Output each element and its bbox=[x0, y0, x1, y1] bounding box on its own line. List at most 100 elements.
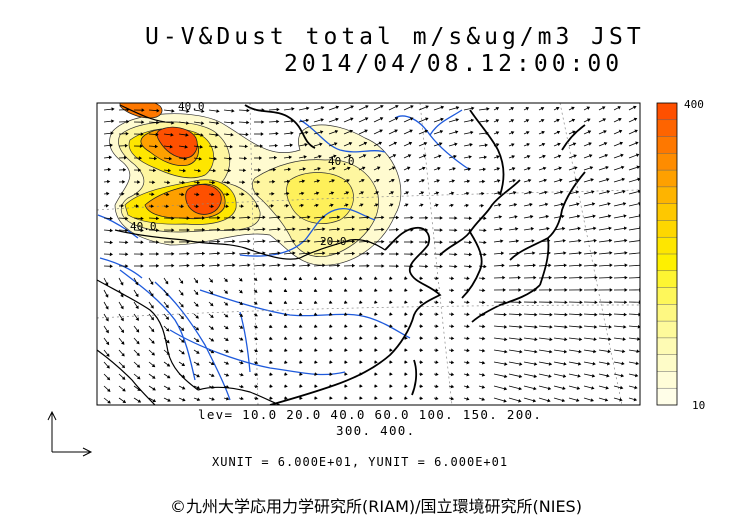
wind-vector-head bbox=[620, 373, 625, 378]
wind-vector-head bbox=[563, 362, 567, 366]
wind-vector-head bbox=[106, 376, 111, 381]
wind-vector-head bbox=[519, 337, 523, 342]
wind-vector-head bbox=[576, 214, 581, 219]
wind-vector-head bbox=[126, 107, 130, 112]
wind-vector-head bbox=[389, 300, 393, 304]
wind-vector-head bbox=[555, 106, 560, 111]
wind-vector-head bbox=[424, 129, 429, 134]
wind-vector-head bbox=[348, 142, 353, 146]
wind-vector-head bbox=[247, 215, 251, 220]
wind-vector-head bbox=[620, 153, 624, 158]
wind-vector-head bbox=[483, 228, 487, 233]
wind-vector-head bbox=[269, 360, 273, 364]
wind-vector-head bbox=[423, 142, 428, 146]
wind-vector-head bbox=[185, 133, 189, 137]
wind-vector-head bbox=[578, 238, 582, 243]
wind-vector-head bbox=[558, 166, 562, 171]
wind-vector-head bbox=[299, 348, 303, 353]
wind-vector-head bbox=[298, 276, 303, 280]
wind-vector-head bbox=[466, 276, 470, 281]
wind-vector-head bbox=[329, 312, 333, 316]
wind-vector-head bbox=[241, 192, 245, 196]
wind-vector-head bbox=[481, 348, 486, 353]
wind-vector-head bbox=[135, 329, 140, 333]
wind-vector-head bbox=[439, 264, 443, 269]
wind-vector-head bbox=[239, 313, 244, 317]
wind-vector-head bbox=[268, 288, 273, 293]
wind-vector-head bbox=[239, 301, 243, 306]
axis-arrows-icon bbox=[47, 410, 93, 457]
wind-vector-head bbox=[482, 167, 487, 172]
wind-vector-head bbox=[586, 106, 591, 110]
wind-vector-head bbox=[299, 360, 303, 364]
wind-vector-head bbox=[122, 179, 126, 184]
wind-vector-head bbox=[511, 155, 516, 159]
wind-vector-head bbox=[137, 387, 141, 391]
wind-vector-head bbox=[120, 293, 124, 298]
wind-vector-head bbox=[451, 324, 455, 329]
wind-vector-head bbox=[167, 180, 171, 185]
wind-vector-head bbox=[105, 305, 109, 310]
wind-vector-head bbox=[347, 166, 351, 171]
wind-vector-head bbox=[404, 324, 408, 328]
wind-vector-head bbox=[518, 399, 522, 403]
wind-vector-head bbox=[450, 288, 455, 293]
wind-vector-head bbox=[419, 324, 424, 328]
wind-vector-head bbox=[564, 325, 568, 329]
wind-vector-head bbox=[534, 312, 538, 317]
wind-vector-head bbox=[164, 280, 169, 285]
wind-vector-head bbox=[136, 340, 140, 345]
wind-vector-head bbox=[390, 191, 394, 195]
wind-vector-head bbox=[262, 227, 266, 232]
wind-vector-head bbox=[344, 324, 348, 328]
wind-vector-head bbox=[608, 226, 612, 231]
wind-vector-head bbox=[122, 388, 126, 392]
wind-vector-head bbox=[329, 360, 333, 364]
wind-vector-head bbox=[374, 312, 378, 316]
wind-vector-head bbox=[410, 252, 414, 257]
wind-vector-head bbox=[410, 105, 414, 109]
wind-vector-head bbox=[313, 276, 318, 280]
colorbar bbox=[656, 102, 678, 406]
wind-vector-head bbox=[622, 337, 626, 341]
wind-vector-head bbox=[425, 252, 429, 257]
wind-vector-head bbox=[199, 145, 203, 149]
wind-vector-head bbox=[156, 252, 160, 256]
wind-vector-head bbox=[211, 373, 215, 377]
wind-vector-head bbox=[156, 108, 160, 113]
wind-vector-head bbox=[285, 203, 289, 208]
wind-vector-head bbox=[299, 384, 303, 388]
wind-vector-head bbox=[548, 263, 552, 268]
wind-vector-head bbox=[287, 167, 292, 172]
wind-vector-head bbox=[182, 397, 186, 402]
wind-vector-head bbox=[196, 350, 200, 354]
wind-vector-head bbox=[624, 238, 628, 243]
wind-vector-head bbox=[571, 106, 575, 110]
wind-vector-head bbox=[224, 278, 228, 283]
wind-vector-head bbox=[500, 251, 505, 256]
wind-vector-head bbox=[495, 119, 500, 123]
wind-vector-head bbox=[502, 288, 506, 292]
wind-vector-head bbox=[588, 154, 593, 158]
wind-vector-head bbox=[548, 362, 553, 366]
wind-vector-head bbox=[366, 251, 370, 256]
wind-vector-head bbox=[609, 300, 613, 305]
wind-vector-head bbox=[517, 263, 521, 268]
wind-vector-head bbox=[109, 264, 113, 269]
wind-vector-head bbox=[621, 177, 626, 182]
wind-vector-head bbox=[196, 385, 201, 390]
wind-vector-head bbox=[605, 386, 609, 390]
wind-vector-head bbox=[166, 363, 171, 367]
wind-vector-head bbox=[165, 328, 170, 332]
wind-vector-head bbox=[180, 327, 185, 332]
wind-vector-head bbox=[380, 105, 384, 109]
contour-label: 20.0 bbox=[320, 235, 347, 248]
wind-vector-head bbox=[314, 372, 318, 376]
wind-vector-head bbox=[451, 312, 455, 317]
wind-vector-head bbox=[542, 166, 547, 171]
wind-vector-head bbox=[277, 239, 281, 243]
wind-vector-head bbox=[514, 215, 518, 219]
wind-vector-head bbox=[389, 336, 393, 340]
wind-vector-head bbox=[564, 275, 568, 280]
